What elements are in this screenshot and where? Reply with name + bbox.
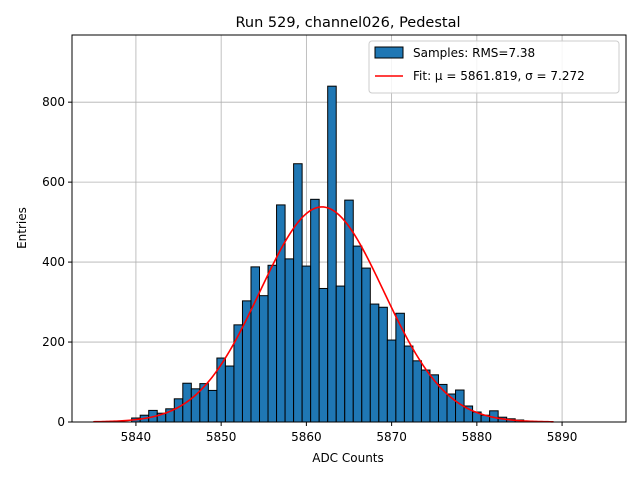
y-axis-label: Entries bbox=[15, 207, 29, 249]
x-tick-label: 5860 bbox=[291, 430, 322, 444]
y-tick-label: 400 bbox=[42, 255, 65, 269]
y-tick-label: 200 bbox=[42, 335, 65, 349]
histogram-bar bbox=[429, 374, 439, 423]
legend-histogram-swatch bbox=[374, 46, 404, 59]
fit-curve bbox=[93, 206, 554, 423]
grid-lines bbox=[72, 35, 626, 423]
chart-title: Run 529, channel026, Pedestal bbox=[235, 15, 460, 31]
histogram-bar bbox=[259, 295, 269, 423]
histogram-bar bbox=[386, 339, 397, 423]
y-tick-label: 600 bbox=[42, 175, 65, 189]
histogram-bar bbox=[293, 163, 303, 423]
histogram-bar bbox=[173, 398, 184, 423]
y-axis-ticks: 0 200 400 600 800 bbox=[42, 95, 72, 429]
histogram-bar bbox=[318, 287, 329, 423]
histogram-bar bbox=[327, 85, 337, 423]
histogram-bar bbox=[412, 360, 422, 423]
axes-frame bbox=[71, 34, 627, 423]
x-tick-label: 5840 bbox=[121, 430, 152, 444]
legend: Samples: RMS=7.38 Fit: μ = 5861.819, σ =… bbox=[368, 40, 620, 94]
histogram-bar bbox=[224, 365, 235, 423]
histogram-bar bbox=[420, 369, 431, 423]
x-axis-ticks: 5840 5850 5860 5870 5880 5890 bbox=[121, 422, 578, 444]
histogram-bar bbox=[207, 389, 218, 423]
histogram-bar bbox=[284, 258, 295, 423]
x-tick-label: 5850 bbox=[206, 430, 237, 444]
histogram-bar bbox=[276, 204, 286, 423]
histogram-bar bbox=[403, 345, 414, 423]
histogram-bar bbox=[344, 199, 354, 423]
histogram-bar bbox=[335, 285, 346, 423]
y-tick-label: 0 bbox=[57, 415, 65, 429]
legend-histogram-label: Samples: RMS=7.38 bbox=[413, 46, 535, 60]
histogram-bar bbox=[250, 266, 261, 423]
x-tick-label: 5890 bbox=[547, 430, 578, 444]
legend-fit-label: Fit: μ = 5861.819, σ = 7.272 bbox=[413, 69, 585, 83]
histogram-bar bbox=[361, 267, 371, 423]
histogram-bar bbox=[301, 265, 312, 423]
y-tick-label: 800 bbox=[42, 95, 65, 109]
legend-box bbox=[368, 40, 620, 94]
histogram-bar bbox=[369, 303, 380, 423]
histogram-bar bbox=[310, 198, 320, 423]
histogram-bar bbox=[190, 388, 201, 423]
x-tick-label: 5870 bbox=[376, 430, 407, 444]
histogram-bar bbox=[378, 306, 388, 423]
histogram-bar bbox=[267, 264, 278, 423]
x-axis-label: ADC Counts bbox=[312, 451, 384, 465]
x-tick-label: 5880 bbox=[462, 430, 493, 444]
histogram-bar bbox=[352, 245, 363, 423]
